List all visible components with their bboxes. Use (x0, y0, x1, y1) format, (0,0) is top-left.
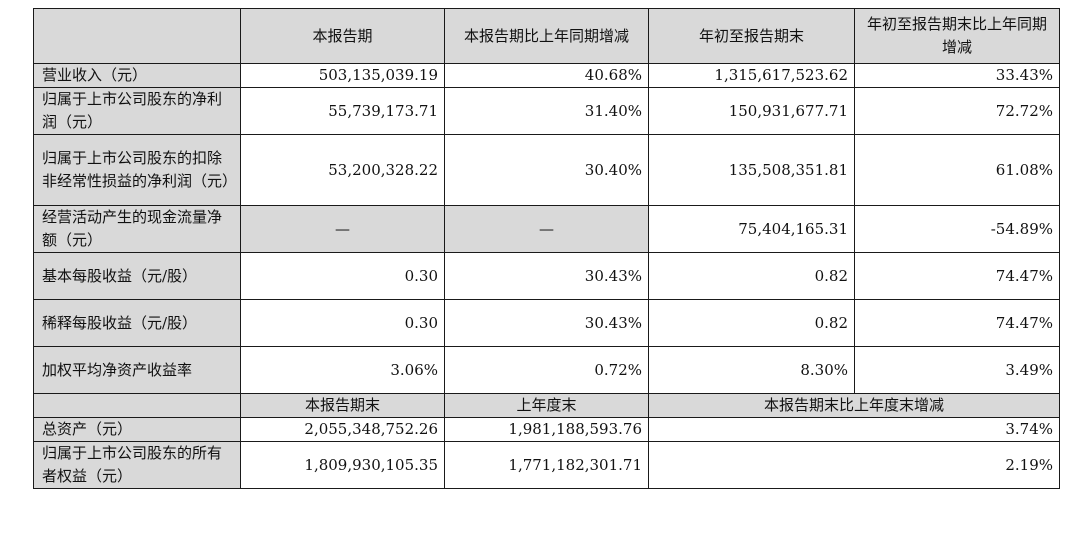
header-corner (33, 8, 241, 64)
table-row: 归属于上市公司股东的所有者权益（元） 1,809,930,105.35 1,77… (33, 441, 1060, 489)
cell-value: 1,771,182,301.71 (444, 441, 649, 489)
row-label: 归属于上市公司股东的扣除非经常性损益的净利润（元） (33, 134, 241, 206)
table-row: 加权平均净资产收益率 3.06% 0.72% 8.30% 3.49% (33, 346, 1060, 394)
row-label: 归属于上市公司股东的所有者权益（元） (33, 441, 241, 489)
cell-value: 75,404,165.31 (648, 205, 855, 253)
row-label: 总资产（元） (33, 417, 241, 442)
header2-corner (33, 393, 241, 418)
cell-value: 0.82 (648, 299, 855, 347)
cell-value: 30.43% (444, 299, 649, 347)
cell-value: 33.43% (854, 63, 1060, 88)
table-row: 基本每股收益（元/股） 0.30 30.43% 0.82 74.47% (33, 252, 1060, 300)
cell-value: 3.06% (240, 346, 445, 394)
header-period-end: 本报告期末 (240, 393, 445, 418)
header-ytd-yoy: 年初至报告期末比上年同期增减 (854, 8, 1060, 64)
header-current-period: 本报告期 (240, 8, 445, 64)
table-row: 归属于上市公司股东的扣除非经常性损益的净利润（元） 53,200,328.22 … (33, 134, 1060, 206)
cell-value: 2,055,348,752.26 (240, 417, 445, 442)
row-label: 营业收入（元） (33, 63, 241, 88)
cell-value: 55,739,173.71 (240, 87, 445, 135)
header-ytd: 年初至报告期末 (648, 8, 855, 64)
table-row: 经营活动产生的现金流量净额（元） — — 75,404,165.31 -54.8… (33, 205, 1060, 253)
cell-value: 74.47% (854, 299, 1060, 347)
row-label: 基本每股收益（元/股） (33, 252, 241, 300)
cell-value: 1,809,930,105.35 (240, 441, 445, 489)
cell-value: 1,981,188,593.76 (444, 417, 649, 442)
cell-value: 1,315,617,523.62 (648, 63, 855, 88)
cell-value: 3.49% (854, 346, 1060, 394)
cell-value: 40.68% (444, 63, 649, 88)
cell-value: 150,931,677.71 (648, 87, 855, 135)
cell-value: 61.08% (854, 134, 1060, 206)
cell-value-dash: — (444, 205, 649, 253)
cell-value: 30.40% (444, 134, 649, 206)
cell-value: -54.89% (854, 205, 1060, 253)
table-row: 营业收入（元） 503,135,039.19 40.68% 1,315,617,… (33, 63, 1060, 88)
cell-value: 74.47% (854, 252, 1060, 300)
cell-value: 30.43% (444, 252, 649, 300)
cell-value: 0.30 (240, 252, 445, 300)
row-label: 稀释每股收益（元/股） (33, 299, 241, 347)
cell-value-dash: — (240, 205, 445, 253)
header-row: 本报告期 本报告期比上年同期增减 年初至报告期末 年初至报告期末比上年同期增减 (33, 8, 1060, 64)
cell-value: 135,508,351.81 (648, 134, 855, 206)
header-prior-year-end: 上年度末 (444, 393, 649, 418)
header-period-end-change: 本报告期末比上年度末增减 (648, 393, 1060, 418)
cell-value: 503,135,039.19 (240, 63, 445, 88)
row-label: 经营活动产生的现金流量净额（元） (33, 205, 241, 253)
table-row: 归属于上市公司股东的净利润（元） 55,739,173.71 31.40% 15… (33, 87, 1060, 135)
table-row: 总资产（元） 2,055,348,752.26 1,981,188,593.76… (33, 417, 1060, 442)
table-row: 稀释每股收益（元/股） 0.30 30.43% 0.82 74.47% (33, 299, 1060, 347)
financial-data-table: 本报告期 本报告期比上年同期增减 年初至报告期末 年初至报告期末比上年同期增减 … (33, 8, 1060, 489)
header-row-2: 本报告期末 上年度末 本报告期末比上年度末增减 (33, 393, 1060, 418)
cell-value: 2.19% (648, 441, 1060, 489)
header-current-period-yoy: 本报告期比上年同期增减 (444, 8, 649, 64)
cell-value: 0.30 (240, 299, 445, 347)
cell-value: 72.72% (854, 87, 1060, 135)
cell-value: 8.30% (648, 346, 855, 394)
cell-value: 0.72% (444, 346, 649, 394)
cell-value: 3.74% (648, 417, 1060, 442)
row-label: 归属于上市公司股东的净利润（元） (33, 87, 241, 135)
cell-value: 53,200,328.22 (240, 134, 445, 206)
cell-value: 31.40% (444, 87, 649, 135)
row-label: 加权平均净资产收益率 (33, 346, 241, 394)
cell-value: 0.82 (648, 252, 855, 300)
financial-table-container: 本报告期 本报告期比上年同期增减 年初至报告期末 年初至报告期末比上年同期增减 … (33, 8, 1060, 489)
